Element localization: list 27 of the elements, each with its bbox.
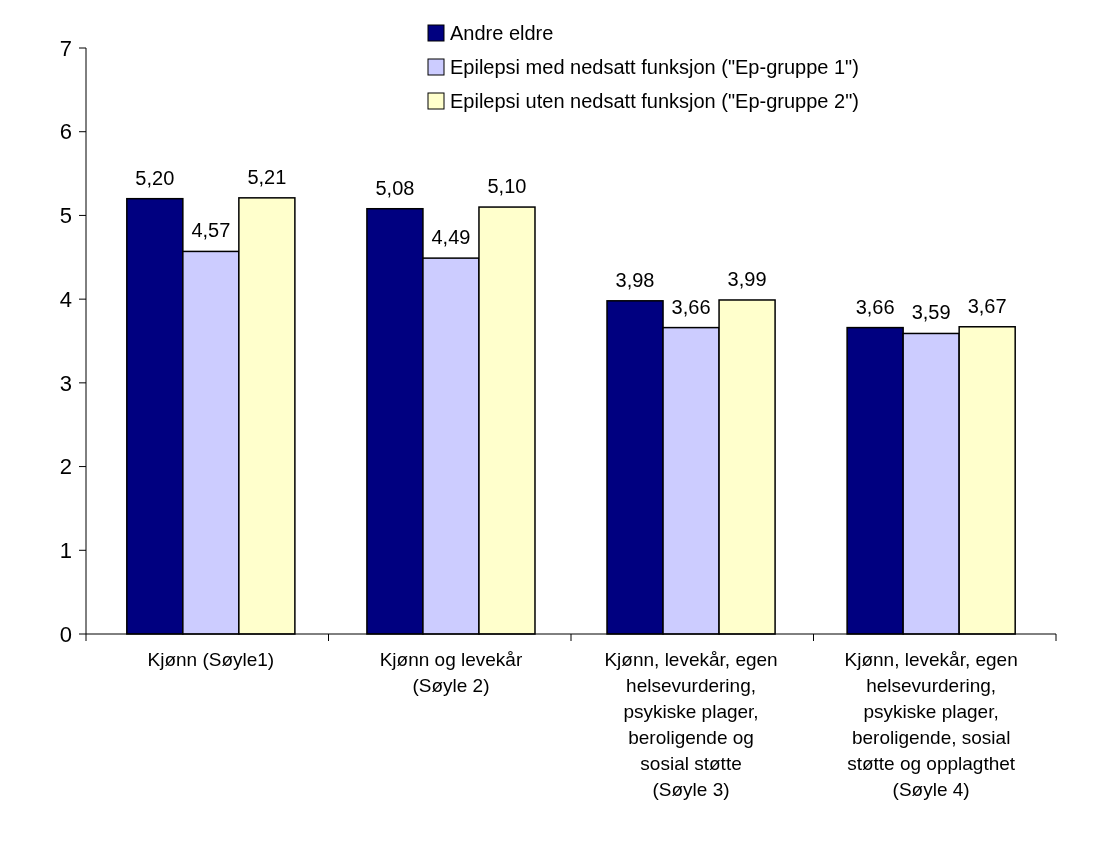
data-label: 3,98	[615, 268, 655, 291]
data-label: 5,08	[375, 176, 415, 199]
data-label: 5,10	[487, 175, 527, 198]
x-tick-label: Kjønn, levekår, egen helsevurdering, psykiske plager, beroligende, sosial støtte og opplagthet (Søyle 4)	[844, 649, 1018, 800]
y-tick-label: 0	[59, 621, 72, 647]
legend-label: Andre eldre	[450, 22, 554, 44]
y-tick-label: 5	[59, 203, 72, 229]
data-label: 3,99	[727, 267, 767, 290]
y-tick-label: 1	[59, 537, 72, 563]
y-tick-label: 4	[59, 286, 72, 312]
data-label: 5,20	[135, 166, 175, 189]
y-tick-label: 6	[59, 119, 72, 145]
y-tick-label: 7	[59, 35, 72, 61]
x-tick-label: Kjønn og levekår (Søyle 2)	[379, 649, 523, 696]
data-label: 3,67	[967, 294, 1007, 317]
data-label: 3,59	[911, 301, 951, 324]
y-tick-label: 2	[59, 454, 72, 480]
x-tick-label: Kjønn (Søyle1)	[147, 649, 275, 670]
data-label: 4,57	[191, 219, 231, 242]
data-label: 4,49	[431, 226, 471, 249]
y-tick-label: 3	[59, 370, 72, 396]
data-label: 3,66	[855, 295, 895, 318]
legend-label: Epilepsi med nedsatt funksjon ("Ep-gruppe 1")	[450, 56, 859, 78]
data-label: 5,21	[247, 165, 287, 188]
legend-label: Epilepsi uten nedsatt funksjon ("Ep-gruppe 2")	[450, 90, 859, 112]
x-tick-label: Kjønn, levekår, egen helsevurdering, psykiske plager, beroligende og sosial støtte (Søyle 3)	[604, 649, 778, 800]
data-label: 3,66	[671, 295, 711, 318]
